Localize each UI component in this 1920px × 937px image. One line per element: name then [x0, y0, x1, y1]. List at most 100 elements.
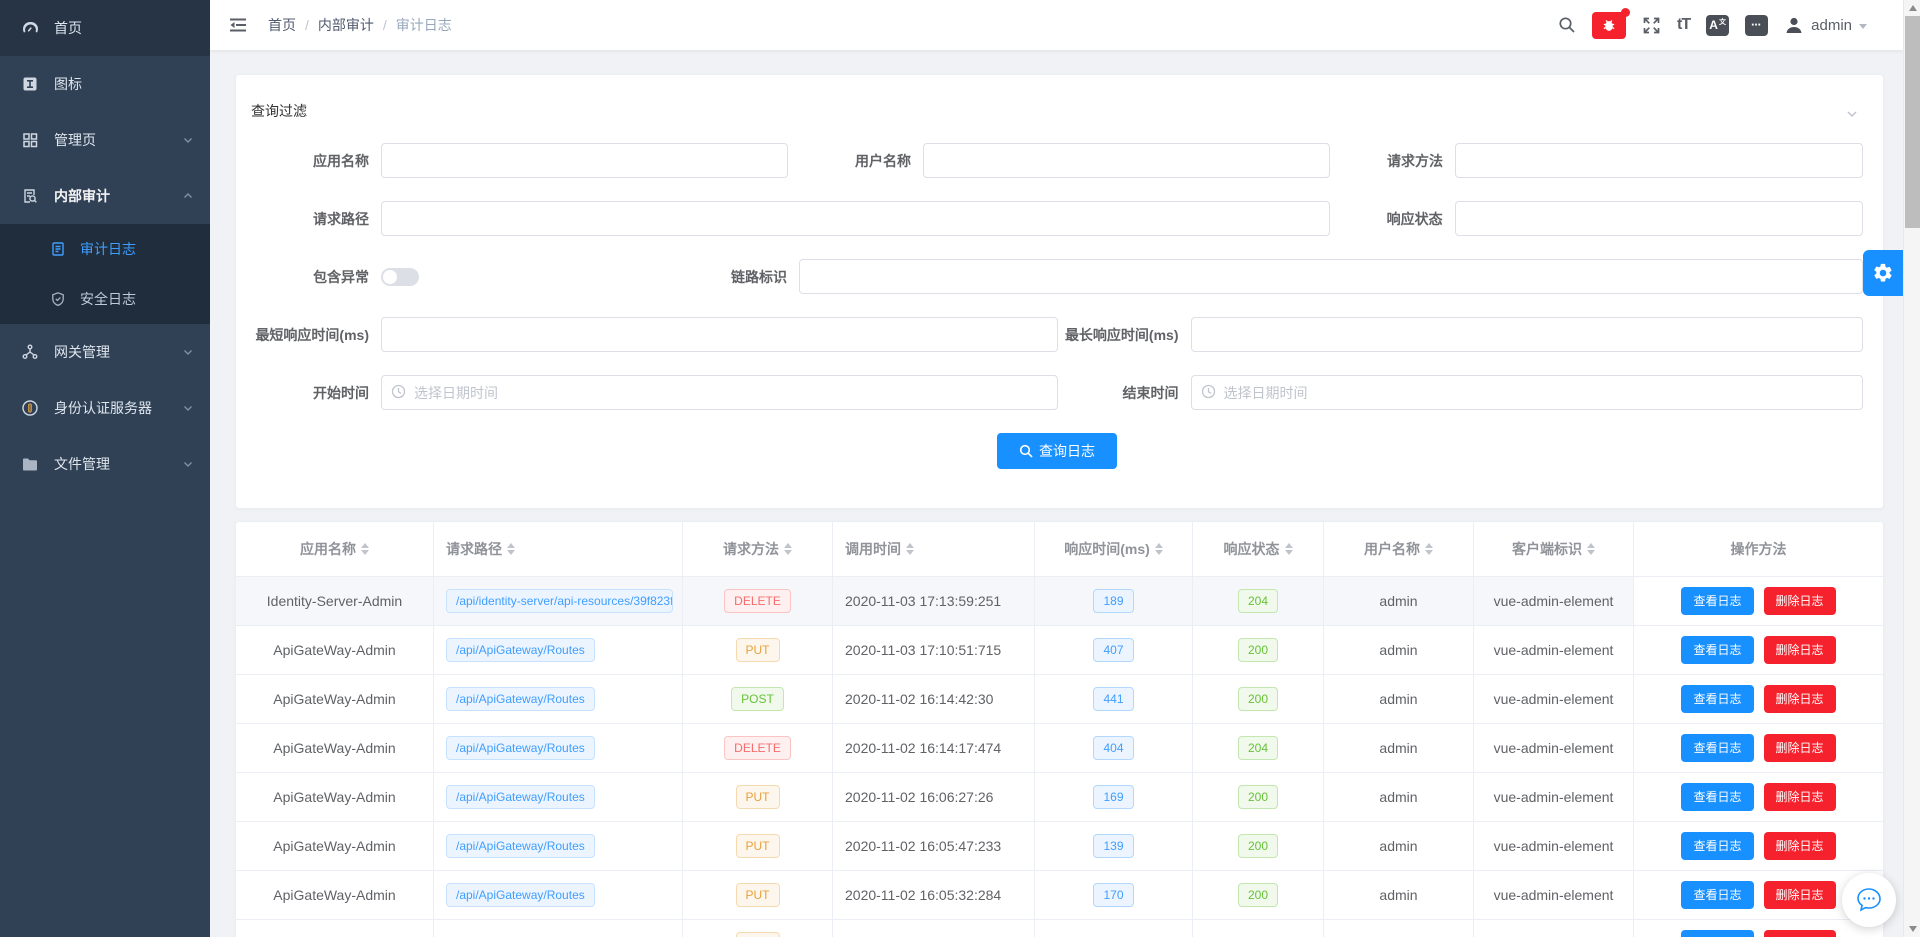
cell-duration: 169 — [1035, 773, 1193, 821]
sort-carets-icon[interactable] — [1587, 543, 1595, 555]
sort-carets-icon[interactable] — [1425, 543, 1433, 555]
sort-carets-icon[interactable] — [1154, 543, 1163, 555]
table-row: ApiGateWay-Admin/api/ApiGateway/Routes DE… — [236, 724, 1883, 773]
theme-settings-button[interactable] — [1863, 250, 1903, 296]
identity-server-icon — [20, 398, 40, 418]
min-elapsed-input[interactable] — [381, 317, 1058, 352]
cell-duration: 407 — [1035, 626, 1193, 674]
delete-log-button[interactable]: 删除日志 — [1763, 734, 1836, 762]
view-log-button[interactable]: 查看日志 — [1681, 685, 1754, 713]
cell-duration: 139 — [1035, 822, 1193, 870]
sidebar-item-identity-server[interactable]: 身份认证服务器 — [0, 380, 210, 436]
view-log-button[interactable]: 查看日志 — [1681, 636, 1754, 664]
column-header-label: 操作方法 — [1730, 541, 1787, 557]
view-log-button[interactable]: 查看日志 — [1681, 881, 1754, 909]
feedback-chat-button[interactable] — [1842, 873, 1896, 927]
cell-route: /api/ApiGateway/Routes — [434, 724, 683, 772]
folder-icon — [20, 454, 40, 474]
column-header-4[interactable]: 响应时间(ms) — [1035, 522, 1193, 576]
breadcrumb-home[interactable]: 首页 — [268, 17, 296, 33]
status-badge: 204 — [1237, 589, 1279, 613]
fullscreen-icon[interactable] — [1642, 16, 1661, 35]
table-row: ApiGateWay-Admin/api/ApiGateway/Routes PO… — [236, 675, 1883, 724]
include-exception-toggle[interactable] — [381, 267, 419, 286]
sidebar-item-internal-audit[interactable]: 内部审计 — [0, 168, 210, 224]
sort-carets-icon[interactable] — [906, 543, 914, 555]
delete-log-button[interactable]: 删除日志 — [1763, 685, 1836, 713]
cell-status: 200 — [1193, 626, 1324, 674]
view-log-button[interactable]: 查看日志 — [1681, 587, 1754, 615]
delete-log-button[interactable]: 删除日志 — [1763, 783, 1836, 811]
cell-client: vue-admin-element — [1474, 675, 1634, 723]
view-log-button[interactable]: 查看日志 — [1681, 783, 1754, 811]
delete-log-button[interactable]: 删除日志 — [1763, 832, 1836, 860]
scrollbar-thumb[interactable] — [1905, 16, 1920, 228]
search-icon[interactable] — [1558, 16, 1576, 34]
sidebar-item-home[interactable]: 首页 — [0, 0, 210, 56]
sidebar-item-file-management[interactable]: 文件管理 — [0, 436, 210, 492]
error-log-bug-icon[interactable] — [1592, 7, 1631, 39]
column-header-3[interactable]: 调用时间 — [833, 522, 1035, 576]
sort-carets-icon[interactable] — [1284, 543, 1293, 555]
sidebar-item-admin-pages[interactable]: 管理页 — [0, 112, 210, 168]
delete-log-button[interactable]: 删除日志 — [1763, 587, 1836, 615]
cell-duration: 441 — [1035, 675, 1193, 723]
font-size-icon[interactable]: tT — [1677, 16, 1691, 33]
cell-actions: 查看日志删除日志 — [1634, 822, 1883, 870]
max-elapsed-input[interactable] — [1190, 317, 1863, 352]
column-header-5[interactable]: 响应状态 — [1193, 522, 1324, 576]
page-scrollbar[interactable] — [1903, 0, 1920, 937]
collapse-sidebar-icon[interactable] — [224, 11, 252, 39]
duration-badge: 407 — [1093, 638, 1134, 662]
delete-log-button[interactable]: 删除日志 — [1763, 881, 1836, 909]
column-header-label: 请求路径 — [446, 541, 502, 557]
sort-carets-icon[interactable] — [507, 543, 515, 555]
sort-carets-icon[interactable] — [784, 543, 792, 555]
start-time-input[interactable] — [381, 375, 1058, 410]
delete-log-button[interactable]: 删除日志 — [1763, 930, 1836, 937]
cell-method: PUT — [683, 626, 833, 674]
sidebar-item-icons[interactable]: 图标 — [0, 56, 210, 112]
cell-method: PUT — [683, 920, 833, 937]
cell-method: DELETE — [683, 724, 833, 772]
username-label: admin — [1811, 16, 1852, 34]
scrollbar-down-arrow[interactable] — [1904, 921, 1920, 937]
message-icon[interactable]: ⋯ — [1745, 14, 1769, 36]
scrollbar-up-arrow[interactable] — [1904, 0, 1920, 16]
user-name-input[interactable] — [923, 143, 1330, 178]
table-row: ApiGateWay-Admin/api/ApiGateway/Routes PU… — [236, 773, 1883, 822]
trace-id-input[interactable] — [799, 259, 1863, 294]
cell-client: vue-admin-element — [1474, 822, 1634, 870]
column-header-6[interactable]: 用户名称 — [1324, 522, 1474, 576]
app-name-input[interactable] — [381, 143, 788, 178]
column-header-1[interactable]: 请求路径 — [434, 522, 683, 576]
column-header-7[interactable]: 客户端标识 — [1474, 522, 1634, 576]
cell-time: 2020-11-02 16:06:27:26 — [833, 773, 1035, 821]
sidebar-item-security-log[interactable]: 安全日志 — [0, 274, 210, 324]
sidebar-item-gateway[interactable]: 网关管理 — [0, 324, 210, 380]
chevron-down-icon — [182, 402, 194, 414]
cell-app: ApiGateWay-Admin — [236, 626, 434, 674]
sort-carets-icon[interactable] — [361, 543, 369, 555]
response-status-input[interactable] — [1454, 201, 1863, 236]
min-elapsed-label: 最短响应时间(ms) — [255, 326, 369, 343]
view-log-button[interactable]: 查看日志 — [1681, 734, 1754, 762]
cell-actions: 查看日志删除日志 — [1634, 626, 1883, 674]
column-header-0[interactable]: 应用名称 — [236, 522, 434, 576]
view-log-button[interactable]: 查看日志 — [1681, 832, 1754, 860]
user-menu[interactable]: admin — [1784, 15, 1867, 35]
request-method-input[interactable] — [1455, 143, 1863, 178]
request-path-input[interactable] — [381, 201, 1330, 236]
status-badge: 200 — [1237, 687, 1279, 711]
query-logs-button[interactable]: 查询日志 — [997, 433, 1117, 469]
end-time-input[interactable] — [1190, 375, 1863, 410]
cell-method: PUT — [683, 822, 833, 870]
view-log-button[interactable]: 查看日志 — [1681, 930, 1754, 937]
delete-log-button[interactable]: 删除日志 — [1763, 636, 1836, 664]
breadcrumb-internal-audit[interactable]: 内部审计 — [317, 17, 374, 33]
column-header-2[interactable]: 请求方法 — [683, 522, 833, 576]
filter-title: 查询过滤 — [251, 103, 307, 119]
collapse-filter-icon[interactable] — [1845, 107, 1859, 121]
sidebar-item-audit-log[interactable]: 审计日志 — [0, 224, 210, 274]
